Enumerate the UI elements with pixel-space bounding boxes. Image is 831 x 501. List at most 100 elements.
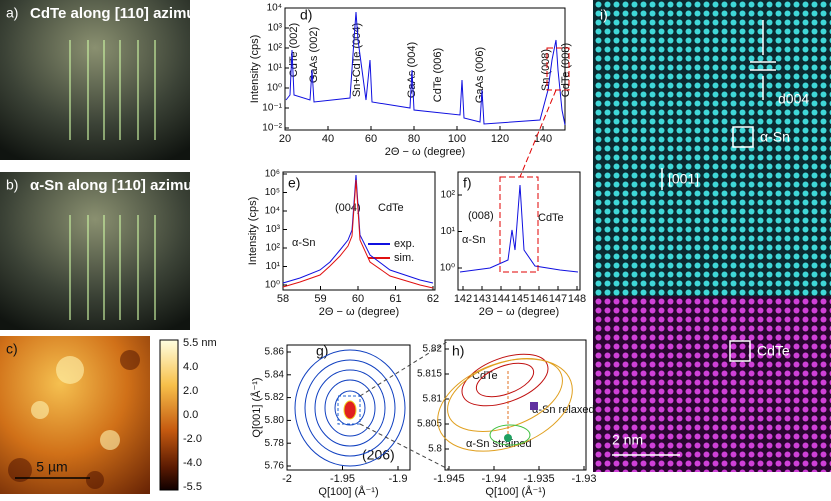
x-axis-label: Q[100] (Å⁻¹) bbox=[485, 485, 545, 498]
annotation: (008) bbox=[468, 210, 494, 222]
panel-label: h) bbox=[452, 343, 464, 359]
colorbar-tick-label: -5.5 bbox=[183, 481, 202, 493]
annotation: α-Sn strained bbox=[466, 438, 532, 450]
y-tick-label: 5.8 bbox=[428, 444, 442, 455]
x-tick-label: 61 bbox=[389, 293, 401, 305]
peak-label: GaAs (006) bbox=[474, 47, 486, 103]
y-tick-label: 10³ bbox=[268, 23, 283, 34]
legend-label: exp. bbox=[394, 238, 415, 250]
annotation: d004 bbox=[778, 91, 809, 107]
x-tick-label: 147 bbox=[549, 293, 567, 305]
plot-frame bbox=[444, 339, 587, 471]
panel-label: d) bbox=[300, 7, 312, 23]
x-axis-label: 2Θ − ω (degree) bbox=[385, 146, 465, 158]
x-tick-label: -1.945 bbox=[433, 473, 464, 485]
afm-features bbox=[31, 356, 120, 450]
annotation: [001] bbox=[668, 171, 699, 187]
stem-image bbox=[593, 0, 831, 296]
y-tick-label: 10⁰ bbox=[265, 280, 280, 291]
colorbar-tick-label: 0.0 bbox=[183, 409, 198, 421]
y-tick-label: 5.82 bbox=[423, 344, 443, 355]
colorbar-tick-label: 4.0 bbox=[183, 361, 198, 373]
y-tick-label: 10¹ bbox=[266, 261, 281, 272]
x-tick-label: 143 bbox=[473, 293, 491, 305]
peak-label: GaAs (002) bbox=[308, 27, 320, 83]
y-tick-label: 10² bbox=[266, 243, 281, 254]
y-tick-label: 5.84 bbox=[265, 369, 285, 380]
annotation: (004) bbox=[335, 202, 361, 214]
y-axis-label: Intensity (cps) bbox=[247, 197, 259, 265]
rheed-image bbox=[0, 172, 190, 330]
annotation: (206) bbox=[362, 447, 395, 463]
y-tick-label: 10⁴ bbox=[267, 3, 282, 14]
streaks bbox=[69, 215, 156, 320]
panel-label: a) bbox=[6, 5, 18, 21]
panel-label: e) bbox=[288, 175, 300, 191]
x-tick-label: 146 bbox=[530, 293, 548, 305]
peak-label: CdTe (002) bbox=[288, 23, 300, 77]
y-tick-label: 5.76 bbox=[265, 461, 285, 472]
colorbar-tick-label: -4.0 bbox=[183, 457, 202, 469]
colorbar bbox=[159, 339, 179, 491]
annotation: CdTe bbox=[378, 202, 404, 214]
y-tick-label: 10¹ bbox=[268, 63, 283, 74]
y-tick-label: 10⁴ bbox=[265, 206, 280, 217]
colorbar-tick-label: -2.0 bbox=[183, 433, 202, 445]
y-tick-label: 5.78 bbox=[265, 438, 285, 449]
plot-frame bbox=[282, 171, 436, 291]
y-tick-label: 5.86 bbox=[265, 347, 285, 358]
afm-features bbox=[8, 350, 140, 489]
x-tick-label: -1.94 bbox=[481, 473, 506, 485]
plot-frame bbox=[284, 7, 566, 131]
panel-title: CdTe along [110] azimuth bbox=[30, 5, 210, 22]
rheed-image bbox=[0, 0, 190, 160]
y-tick-label: 10² bbox=[441, 190, 456, 201]
scale-label: 5 µm bbox=[36, 459, 67, 475]
panel-label: c) bbox=[6, 341, 18, 357]
stem-image bbox=[593, 296, 831, 472]
curves bbox=[282, 11, 579, 471]
y-tick-label: 10⁶ bbox=[265, 169, 280, 180]
y-tick-label: 10² bbox=[268, 43, 283, 54]
x-tick-label: 145 bbox=[511, 293, 529, 305]
x-tick-label: 62 bbox=[427, 293, 439, 305]
colorbar-tick-label: 2.0 bbox=[183, 385, 198, 397]
x-tick-label: -1.9 bbox=[389, 473, 408, 485]
y-axis-label: Q[001] (Å⁻¹) bbox=[250, 377, 263, 437]
y-tick-label: 10¹ bbox=[441, 226, 456, 237]
markers bbox=[612, 20, 776, 456]
x-tick-label: 80 bbox=[408, 133, 420, 145]
annotation: CdTe bbox=[757, 343, 790, 359]
plot-frame bbox=[286, 344, 411, 471]
y-tick-label: 10⁻¹ bbox=[262, 103, 282, 114]
x-axis-label: 2Θ − ω (degree) bbox=[479, 306, 559, 318]
annotation: 2 nm bbox=[612, 432, 643, 448]
peak-label: CdTe (006) bbox=[432, 48, 444, 102]
x-tick-label: 140 bbox=[534, 133, 552, 145]
x-axis-label: Q[100] (Å⁻¹) bbox=[318, 485, 378, 498]
y-tick-label: 10³ bbox=[266, 224, 281, 235]
colorbar-tick-label: 5.5 nm bbox=[183, 337, 217, 349]
x-tick-label: 60 bbox=[352, 293, 364, 305]
annotation: CdTe bbox=[538, 212, 564, 224]
y-tick-label: 10⁻² bbox=[262, 123, 282, 134]
x-tick-label: 100 bbox=[448, 133, 466, 145]
x-tick-label: 148 bbox=[568, 293, 586, 305]
x-axis-label: 2Θ − ω (degree) bbox=[319, 306, 399, 318]
plot-frame bbox=[457, 171, 581, 291]
y-tick-label: 10⁰ bbox=[440, 263, 455, 274]
panel-label: g) bbox=[316, 343, 328, 359]
x-tick-label: 59 bbox=[314, 293, 326, 305]
streaks bbox=[69, 40, 156, 140]
x-tick-label: 40 bbox=[322, 133, 334, 145]
y-tick-label: 10⁰ bbox=[267, 83, 282, 94]
annotation: CdTe bbox=[472, 370, 498, 382]
annotation: α-Sn bbox=[292, 237, 315, 249]
x-tick-label: 60 bbox=[365, 133, 377, 145]
y-axis-label: Intensity (cps) bbox=[249, 35, 261, 103]
annotation: α-Sn bbox=[760, 129, 790, 145]
y-tick-label: 5.80 bbox=[265, 415, 285, 426]
x-tick-label: 142 bbox=[454, 293, 472, 305]
legend-label: sim. bbox=[394, 252, 414, 264]
